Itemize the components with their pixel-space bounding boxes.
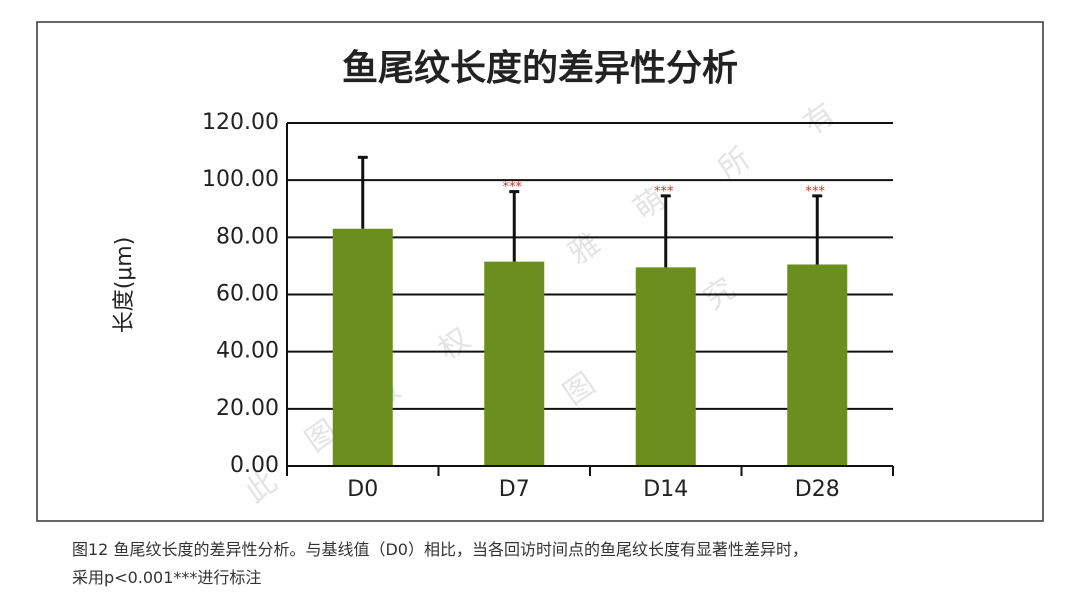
significance-label: *** [806,184,826,199]
significance-label: *** [654,184,674,199]
bar [484,261,545,466]
y-tick-label: 60.00 [216,282,279,307]
y-tick-label: 80.00 [216,224,279,249]
chart-frame [36,21,1044,522]
watermark-char: 图 [557,366,602,412]
watermark-char: 有 [797,96,842,142]
y-axis-label: 长度(μm) [112,237,137,334]
watermark-char: 权 [432,321,477,367]
error-bar [812,194,823,265]
bar [787,264,848,466]
chart-title: 鱼尾纹长度的差异性分析 [342,48,738,89]
error-bar [357,155,368,229]
x-tick-label: D28 [795,477,840,502]
y-tick-label: 40.00 [216,339,279,364]
x-tick-label: D14 [643,477,688,502]
y-tick-label: 120.00 [202,110,279,135]
error-bar [509,190,520,262]
y-tick-label: 20.00 [216,396,279,421]
caption-line: 图12 鱼尾纹长度的差异性分析。与基线值（D0）相比，当各回访时间点的鱼尾纹长度… [72,540,808,559]
y-tick-label: 100.00 [202,167,279,192]
significance-label: *** [503,180,523,195]
error-bar [660,194,671,268]
bar [635,267,696,466]
bar [332,228,393,466]
watermark-char: 雅 [562,226,607,272]
y-tick-label: 0.00 [230,453,279,478]
x-tick-label: D0 [347,477,378,502]
x-tick-label: D7 [499,477,530,502]
caption-line: 采用p<0.001***进行标注 [72,568,262,587]
